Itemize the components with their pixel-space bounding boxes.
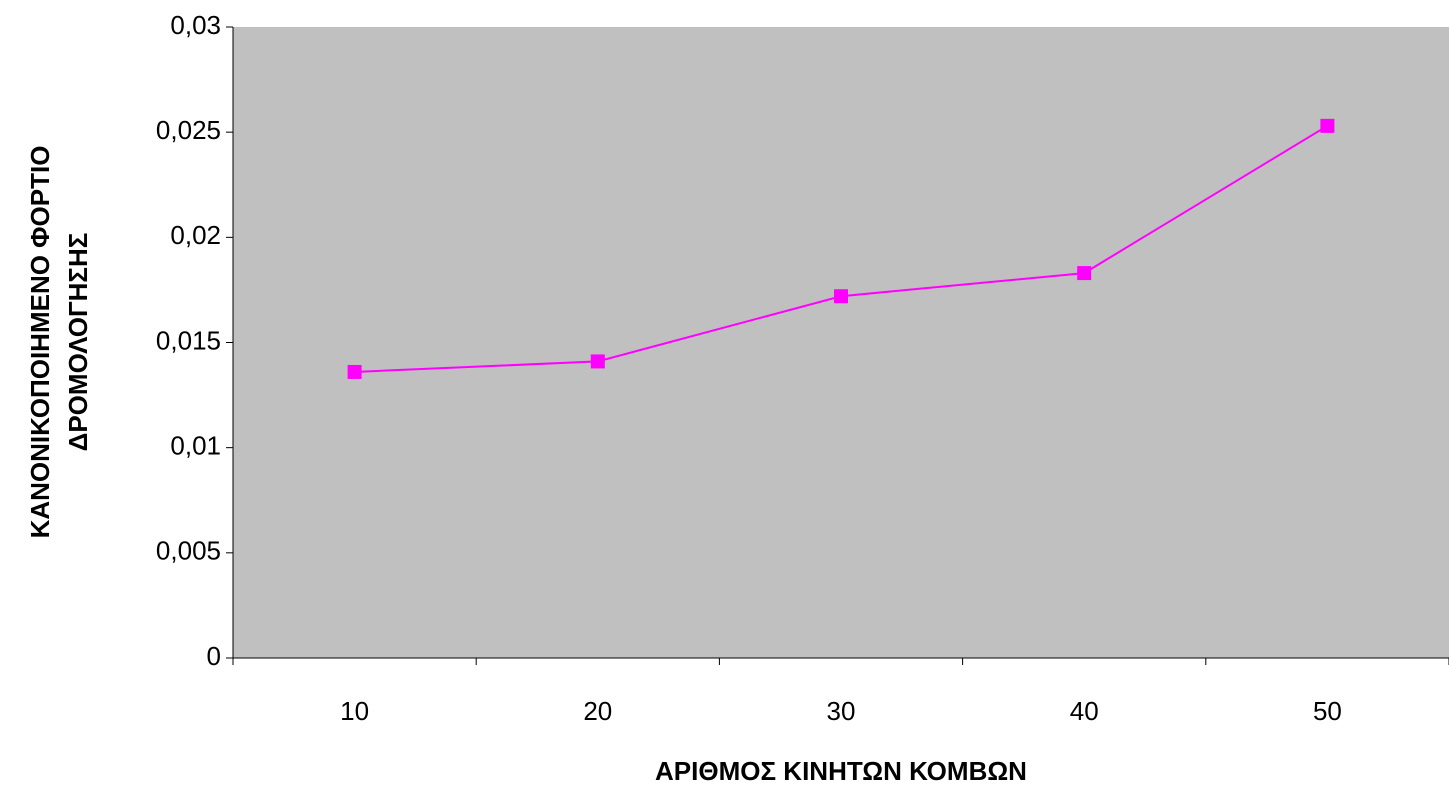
x-tick-label: 50 — [1313, 696, 1342, 726]
point-marker — [347, 364, 362, 379]
x-tick-label: 20 — [583, 696, 612, 726]
plot-area — [233, 27, 1449, 658]
point-marker — [1077, 266, 1092, 281]
x-axis-title: ΑΡΙΘΜΟΣ ΚΙΝΗΤΩΝ ΚΟΜΒΩΝ — [655, 756, 1027, 786]
x-tick-label: 40 — [1070, 696, 1099, 726]
y-axis-title: ΚΑΝΟΝΙΚΟΠΟΙΗΜΕΝΟ ΦΟΡΤΙΟ — [25, 146, 55, 539]
point-marker — [1320, 118, 1335, 133]
y-tick-label: 0,03 — [170, 10, 221, 40]
y-tick-label: 0,025 — [156, 115, 221, 145]
point-marker — [590, 354, 605, 369]
x-tick-label: 30 — [827, 696, 856, 726]
y-tick-label: 0,005 — [156, 536, 221, 566]
x-tick-label: 10 — [340, 696, 369, 726]
point-marker — [834, 289, 848, 304]
y-tick-label: 0,01 — [170, 431, 221, 461]
y-axis-title: ΔΡΟΜΟΛΟΓΗΣΗΣ — [63, 233, 93, 452]
y-tick-label: 0 — [207, 641, 221, 671]
y-tick-label: 0,015 — [156, 325, 221, 355]
y-tick-label: 0,02 — [170, 220, 221, 250]
